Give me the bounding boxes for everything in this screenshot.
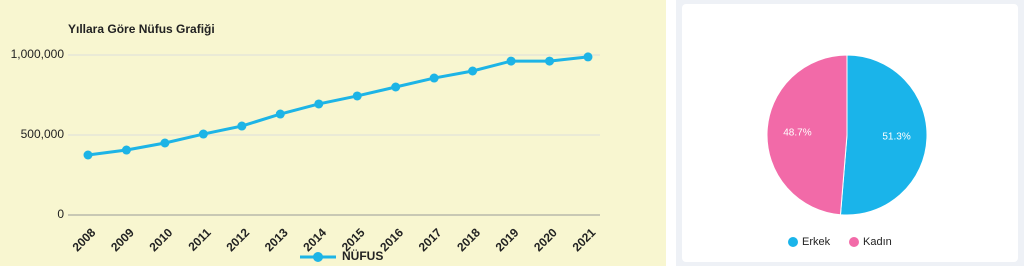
point <box>583 52 593 62</box>
series-line <box>87 55 589 157</box>
point <box>429 73 439 83</box>
legend-label: Erkek <box>802 236 831 248</box>
point <box>468 66 478 76</box>
legend-marker <box>849 237 859 247</box>
point <box>160 138 170 148</box>
point <box>506 56 516 66</box>
point <box>198 129 208 139</box>
point <box>545 56 555 66</box>
y-tick-label: 500,000 <box>21 127 65 141</box>
y-tick-label: 0 <box>57 207 64 221</box>
point <box>121 145 131 155</box>
pie-slice <box>766 54 848 216</box>
legend-label: NÜFUS <box>342 248 383 263</box>
data-label: 51.3% <box>882 132 910 143</box>
point <box>275 109 285 119</box>
point <box>83 150 93 160</box>
point <box>314 99 324 109</box>
legend-label: Kadın <box>863 236 892 248</box>
chart-title: Yıllara Göre Nüfus Grafiği <box>68 22 215 36</box>
data-label: 48.7% <box>783 128 811 139</box>
point <box>352 91 362 101</box>
point <box>237 121 247 131</box>
legend-marker <box>788 237 798 247</box>
y-tick-label: 1,000,000 <box>11 47 65 61</box>
legend-marker <box>313 252 323 262</box>
pie-slice <box>839 54 928 216</box>
line-panel <box>0 0 666 266</box>
point <box>391 82 401 92</box>
